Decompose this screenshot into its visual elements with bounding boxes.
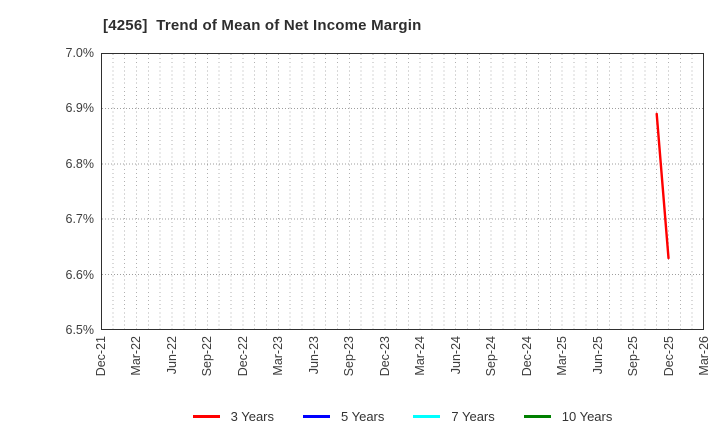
- legend-item-5-years: 5 Years: [303, 409, 384, 424]
- legend-line-swatch: [413, 414, 441, 418]
- y-tick-label: 6.6%: [65, 267, 95, 282]
- legend-line-swatch: [303, 414, 330, 418]
- legend-line-swatch: [192, 414, 220, 418]
- legend-item-10-years: 10 Years: [523, 408, 613, 424]
- x-tick-label: Sep-22: [200, 336, 215, 377]
- x-tick-label: Mar-26: [697, 336, 711, 376]
- x-tick-label: Dec-21: [94, 336, 108, 377]
- x-tick-label: Mar-25: [555, 336, 570, 376]
- y-tick-label: 6.5%: [65, 323, 95, 337]
- plot-area: [101, 53, 704, 330]
- series-line-3-years: [655, 112, 670, 260]
- x-tick-label: Mar-22: [129, 336, 144, 376]
- x-tick-label: Sep-25: [626, 336, 641, 377]
- y-tick-label: 7.0%: [65, 46, 95, 60]
- chart-title: [4256] Trend of Mean of Net Income Margi…: [103, 17, 422, 34]
- y-tick-label: 6.9%: [65, 101, 95, 116]
- legend-label: 3 Years: [230, 408, 274, 424]
- x-tick-label: Jun-25: [590, 336, 605, 375]
- legend: 3 Years 5 Years 7 Years 10 Years: [101, 404, 704, 428]
- y-tick-label: 6.8%: [65, 156, 95, 171]
- x-tick-label: Sep-23: [342, 336, 357, 377]
- x-tick-label: Mar-23: [271, 336, 286, 376]
- legend-item-7-years: 7 Years: [413, 408, 495, 424]
- x-tick-label: Dec-25: [661, 336, 676, 377]
- x-tick-label: Mar-24: [413, 336, 428, 376]
- legend-label: 5 Years: [341, 408, 385, 424]
- x-tick-label: Dec-22: [235, 336, 250, 377]
- x-tick-label: Dec-24: [519, 336, 534, 377]
- plot-frame: [101, 53, 704, 330]
- legend-item-3-years: 3 Years: [192, 408, 274, 424]
- x-tick-label: Jun-22: [164, 336, 179, 375]
- x-tick-label: Dec-23: [377, 336, 392, 377]
- legend-label: 7 Years: [451, 408, 495, 424]
- x-tick-label: Jun-23: [306, 336, 321, 375]
- y-tick-label: 6.7%: [65, 212, 95, 227]
- x-tick-label: Sep-24: [484, 336, 499, 377]
- legend-label: 10 Years: [561, 408, 613, 424]
- x-tick-label: Jun-24: [448, 336, 463, 375]
- legend-line-swatch: [523, 414, 551, 418]
